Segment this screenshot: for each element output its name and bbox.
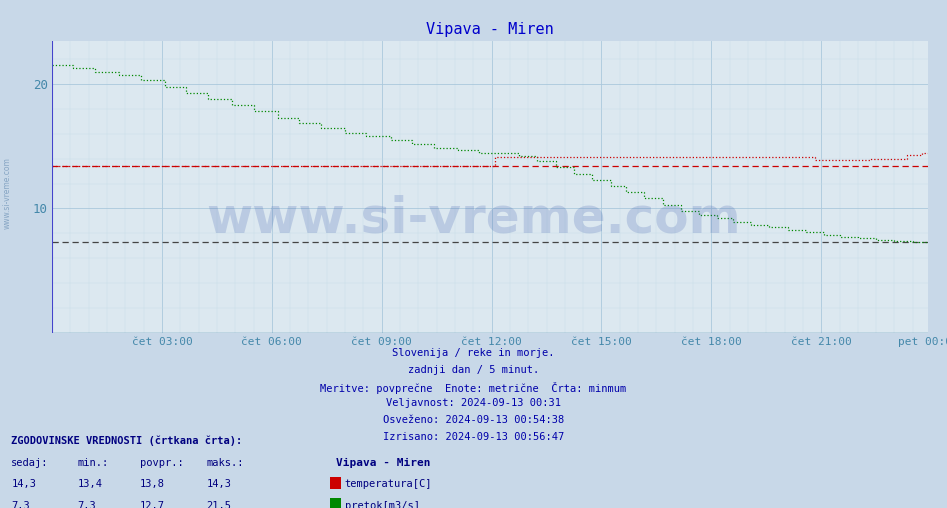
Text: min.:: min.: xyxy=(78,458,109,468)
Text: 13,8: 13,8 xyxy=(140,479,165,489)
Text: Vipava - Miren: Vipava - Miren xyxy=(336,458,431,468)
Text: zadnji dan / 5 minut.: zadnji dan / 5 minut. xyxy=(408,365,539,375)
Text: Izrisano: 2024-09-13 00:56:47: Izrisano: 2024-09-13 00:56:47 xyxy=(383,432,564,442)
Text: maks.:: maks.: xyxy=(206,458,244,468)
Text: Osveženo: 2024-09-13 00:54:38: Osveženo: 2024-09-13 00:54:38 xyxy=(383,415,564,425)
Text: 14,3: 14,3 xyxy=(206,479,231,489)
Text: www.si-vreme.com: www.si-vreme.com xyxy=(206,195,741,242)
Text: 13,4: 13,4 xyxy=(78,479,102,489)
Text: 7,3: 7,3 xyxy=(11,500,30,508)
Text: povpr.:: povpr.: xyxy=(140,458,184,468)
Text: pretok[m3/s]: pretok[m3/s] xyxy=(345,500,420,508)
Text: 12,7: 12,7 xyxy=(140,500,165,508)
Text: ZGODOVINSKE VREDNOSTI (črtkana črta):: ZGODOVINSKE VREDNOSTI (črtkana črta): xyxy=(11,436,242,447)
Text: 7,3: 7,3 xyxy=(78,500,97,508)
Text: 14,3: 14,3 xyxy=(11,479,36,489)
Text: 21,5: 21,5 xyxy=(206,500,231,508)
Text: sedaj:: sedaj: xyxy=(11,458,49,468)
Text: Veljavnost: 2024-09-13 00:31: Veljavnost: 2024-09-13 00:31 xyxy=(386,398,561,408)
Text: temperatura[C]: temperatura[C] xyxy=(345,479,432,489)
Title: Vipava - Miren: Vipava - Miren xyxy=(426,22,554,37)
Text: Slovenija / reke in morje.: Slovenija / reke in morje. xyxy=(392,348,555,358)
Text: www.si-vreme.com: www.si-vreme.com xyxy=(3,157,12,229)
Text: Meritve: povprečne  Enote: metrične  Črta: minmum: Meritve: povprečne Enote: metrične Črta:… xyxy=(320,382,627,394)
